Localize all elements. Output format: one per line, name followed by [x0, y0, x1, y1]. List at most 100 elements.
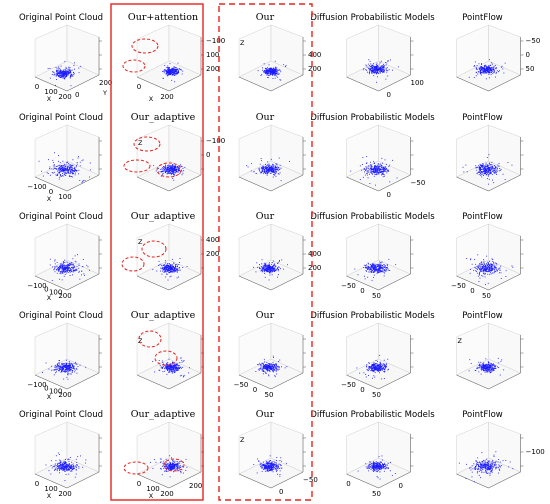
point: [374, 168, 375, 169]
point: [63, 378, 65, 380]
point: [73, 269, 75, 271]
point: [376, 169, 378, 171]
point: [174, 271, 176, 273]
point: [54, 268, 56, 270]
point: [474, 65, 475, 66]
point: [165, 365, 167, 367]
point: [486, 268, 488, 270]
point: [276, 367, 278, 369]
point: [491, 263, 493, 265]
point: [269, 72, 271, 74]
point: [269, 167, 270, 169]
point: [63, 264, 65, 266]
point: [488, 68, 490, 70]
point: [500, 278, 502, 279]
point: [171, 166, 173, 168]
point: [382, 271, 384, 272]
x-tick-label: 200: [58, 292, 71, 300]
point: [374, 265, 376, 267]
point: [269, 70, 271, 72]
point: [272, 68, 274, 70]
point: [174, 169, 175, 171]
point: [67, 170, 69, 171]
point: [65, 268, 67, 270]
point: [266, 362, 268, 363]
point: [381, 261, 383, 263]
point: [269, 363, 271, 365]
point: [81, 270, 83, 272]
point: [263, 173, 265, 175]
point: [476, 67, 478, 69]
point: [63, 72, 65, 74]
point: [387, 61, 389, 62]
point: [59, 171, 61, 173]
point: [484, 66, 486, 67]
point: [272, 168, 274, 170]
point: [488, 168, 489, 170]
point: [70, 369, 72, 371]
point: [486, 67, 488, 69]
point: [488, 183, 489, 185]
x-axis-line: [34, 374, 68, 390]
point: [471, 263, 473, 265]
point: [476, 172, 478, 174]
point: [66, 267, 68, 269]
point: [274, 270, 276, 272]
x-axis-name: X: [47, 393, 52, 401]
point: [257, 364, 259, 365]
point: [78, 173, 79, 175]
point: [276, 268, 278, 270]
point: [70, 268, 72, 270]
point: [177, 367, 178, 369]
point: [172, 258, 174, 260]
point: [64, 259, 66, 261]
point: [267, 269, 269, 271]
point: [365, 265, 366, 267]
point: [273, 357, 274, 358]
point: [61, 75, 63, 77]
point: [478, 67, 480, 69]
point: [173, 66, 175, 68]
point: [495, 271, 497, 273]
point: [369, 269, 370, 271]
point: [160, 267, 162, 269]
point: [70, 76, 72, 77]
point: [490, 269, 491, 271]
point: [172, 266, 173, 268]
point: [63, 70, 64, 72]
point: [486, 255, 487, 257]
point: [171, 363, 173, 365]
point: [60, 271, 61, 272]
point: [377, 70, 379, 72]
point: [488, 263, 489, 265]
point: [480, 67, 482, 69]
point: [268, 268, 270, 270]
point: [173, 369, 175, 371]
point: [511, 164, 513, 166]
z-tick-label: 0: [206, 151, 210, 159]
point: [271, 69, 273, 71]
point: [166, 369, 168, 370]
point: [57, 365, 59, 366]
point: [64, 169, 65, 171]
point: [485, 65, 487, 67]
point: [59, 369, 61, 371]
point: [274, 365, 275, 367]
point: [379, 266, 381, 268]
point: [374, 264, 376, 266]
point: [64, 366, 66, 368]
point: [72, 75, 74, 77]
point: [269, 68, 270, 69]
point: [497, 170, 498, 172]
point: [177, 62, 179, 64]
point: [163, 168, 164, 170]
point: [71, 168, 73, 170]
point: [273, 265, 275, 267]
point: [166, 267, 168, 269]
point: [165, 266, 167, 267]
point: [380, 267, 382, 269]
point: [59, 172, 60, 174]
point: [370, 267, 372, 269]
point: [59, 171, 61, 173]
point: [476, 65, 478, 66]
